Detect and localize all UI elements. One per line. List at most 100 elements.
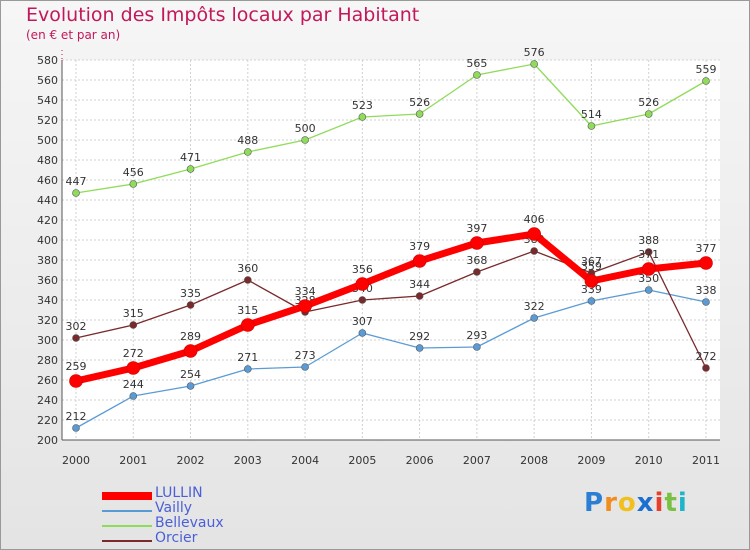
data-label-bellevaux: 471	[180, 151, 201, 164]
data-point-lullin	[412, 254, 427, 268]
data-label-lullin: 406	[524, 213, 545, 226]
data-label-bellevaux: 559	[695, 63, 716, 76]
data-point-vailly	[186, 382, 195, 390]
x-tick-label: 2004	[291, 454, 319, 467]
y-tick-label: 280	[37, 354, 58, 367]
data-point-bellevaux	[358, 113, 367, 121]
data-label-lullin: 356	[352, 263, 373, 276]
x-tick-label: 2007	[463, 454, 491, 467]
data-point-bellevaux	[530, 60, 538, 68]
y-tick-label: 400	[37, 234, 58, 247]
data-label-bellevaux: 526	[638, 96, 659, 109]
data-label-lullin: 259	[66, 360, 87, 373]
data-point-bellevaux	[244, 148, 252, 156]
x-tick-label: 2005	[348, 454, 376, 467]
data-point-lullin	[355, 277, 370, 291]
x-tick-label: 2000	[62, 454, 90, 467]
legend-label: Vailly	[155, 500, 193, 516]
data-label-vailly: 292	[409, 330, 430, 343]
data-point-lullin	[641, 262, 656, 276]
logo-letter: i	[654, 488, 665, 518]
data-label-orcier: 302	[66, 320, 87, 333]
data-label-bellevaux: 447	[66, 175, 87, 188]
data-point-vailly	[587, 297, 596, 305]
data-label-lullin: 272	[123, 347, 144, 360]
data-point-bellevaux	[644, 110, 653, 118]
data-point-lullin	[527, 227, 541, 241]
data-point-orcier	[72, 334, 80, 342]
y-tick-label: 300	[37, 334, 58, 347]
y-tick-label: 560	[37, 74, 58, 87]
data-label-bellevaux: 456	[123, 166, 144, 179]
y-tick-label: 540	[37, 94, 58, 107]
data-point-lullin	[298, 299, 312, 313]
data-point-bellevaux	[415, 110, 424, 118]
data-label-vailly: 254	[180, 368, 201, 381]
x-tick-label: 2001	[119, 454, 147, 467]
data-label-bellevaux: 488	[237, 134, 258, 147]
data-label-lullin: 334	[295, 285, 316, 298]
data-label-vailly: 273	[295, 349, 316, 362]
data-label-orcier: 272	[695, 350, 716, 363]
y-tick-label: 320	[37, 314, 58, 327]
x-tick-label: 2003	[234, 454, 262, 467]
y-tick-label: 580	[37, 54, 58, 67]
data-label-lullin: 397	[466, 222, 487, 235]
data-label-orcier: 335	[180, 287, 201, 300]
data-label-vailly: 244	[123, 378, 144, 391]
data-point-bellevaux	[587, 122, 596, 130]
data-label-bellevaux: 523	[352, 99, 373, 112]
series-line-bellevaux	[75, 63, 707, 194]
data-label-vailly: 322	[524, 300, 545, 313]
data-point-orcier	[186, 301, 195, 309]
data-label-orcier: 315	[123, 307, 144, 320]
data-label-bellevaux: 500	[295, 122, 316, 135]
data-point-vailly	[301, 363, 309, 371]
data-point-vailly	[244, 365, 252, 373]
data-label-orcier: 367	[581, 255, 602, 268]
data-point-orcier	[530, 247, 538, 255]
data-label-vailly: 338	[695, 284, 716, 297]
x-tick-label: 2008	[520, 454, 548, 467]
x-tick-label: 2010	[635, 454, 663, 467]
y-tick-label: 240	[37, 394, 58, 407]
data-label-lullin: 379	[409, 240, 430, 253]
logo-letter: i	[677, 488, 688, 518]
y-tick-label: 220	[37, 414, 58, 427]
data-label-lullin: 289	[180, 330, 201, 343]
y-tick-label: 500	[37, 134, 58, 147]
data-point-lullin	[699, 256, 713, 270]
x-tick-label: 2002	[177, 454, 205, 467]
data-point-vailly	[72, 424, 80, 432]
y-tick-label: 260	[37, 374, 58, 387]
x-tick-label: 2009	[577, 454, 605, 467]
data-point-lullin	[470, 236, 484, 250]
data-label-vailly: 307	[352, 315, 373, 328]
data-point-lullin	[69, 374, 83, 388]
chart-title: Evolution des Impôts locaux par Habitant	[26, 4, 420, 26]
data-label-lullin: 359	[581, 260, 602, 273]
y-tick-label: 420	[37, 214, 58, 227]
plot-area	[62, 60, 720, 440]
data-point-bellevaux	[72, 189, 80, 197]
data-point-bellevaux	[186, 165, 195, 173]
data-point-orcier	[415, 292, 424, 300]
legend-label: LULLIN	[155, 485, 203, 501]
data-label-bellevaux: 576	[524, 46, 545, 59]
y-tick-label: 440	[37, 194, 58, 207]
data-point-bellevaux	[301, 136, 309, 144]
logo-letter: t	[664, 488, 678, 518]
data-point-bellevaux	[473, 71, 481, 79]
y-tick-label: 200	[37, 434, 58, 447]
data-point-lullin	[126, 361, 141, 375]
proxiti-logo: Proxiti	[584, 488, 688, 518]
series-line-lullin	[75, 230, 707, 385]
logo-letter: r	[604, 488, 618, 518]
data-label-lullin: 371	[638, 248, 659, 261]
data-label-vailly: 271	[237, 351, 258, 364]
data-point-lullin	[584, 274, 599, 288]
data-label-vailly: 339	[581, 283, 602, 296]
data-point-orcier	[644, 248, 653, 256]
data-label-vailly: 293	[466, 329, 487, 342]
